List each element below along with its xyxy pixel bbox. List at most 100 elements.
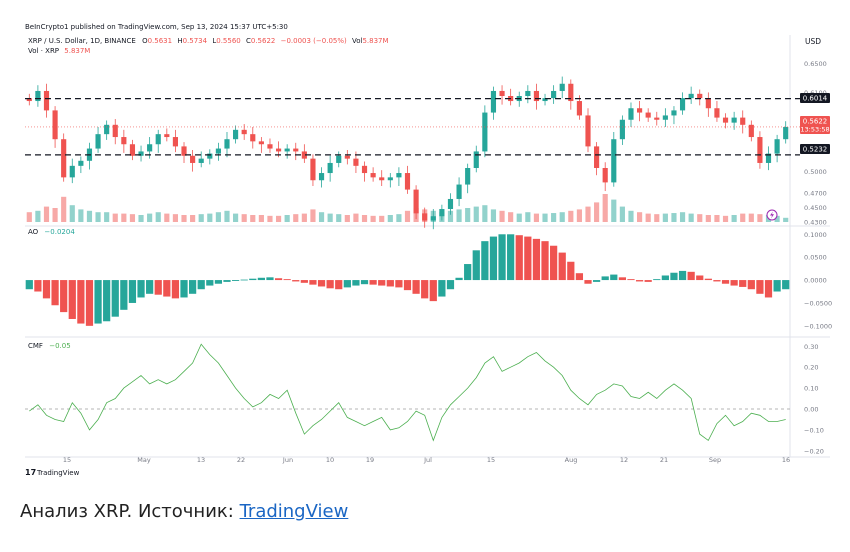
volume-bar [361,215,368,222]
candle-body [198,158,204,163]
time-axis: 15 May 13 22 Jun 10 19 Jul 15 Aug 12 21 Sep 16 [63,456,790,464]
candle-body [327,162,333,174]
ao-bar [446,280,455,290]
cmf-tick-label: 0.30 [804,343,818,351]
ao-bar [274,278,283,281]
candle-body [628,108,634,120]
time-tick-label: 10 [326,456,334,464]
candle-body [233,129,239,140]
volume-bar [619,206,625,222]
volume-bar [35,210,41,222]
volume-bar [473,206,479,222]
candle-body [602,168,608,183]
ao-bar [515,235,523,281]
ao-bar [524,236,532,281]
cmf-legend: CMF −0.05 [28,342,71,350]
legend-vol-inline-label: Vol [352,37,363,45]
volume-bar [172,214,178,222]
currency-label: USD [805,37,821,46]
legend-high-label: H [177,37,182,45]
legend-symbol: XRP / U.S. Dollar, 1D, BINANCE [28,37,136,45]
price-tick-label: 0.4500 [804,204,827,212]
ao-bar [558,252,566,281]
tradingview-logo: 17 TradingView [25,468,80,477]
volume-bar [224,210,230,222]
ao-bar [223,280,231,282]
candle-body [551,90,557,99]
ao-bar [653,279,661,281]
ao-bar [730,280,738,286]
ao-bar [189,280,197,294]
legend-close-label: C [246,37,251,45]
volume-bar [585,206,591,222]
ao-bar [429,280,437,302]
candle-body [258,141,264,145]
candle-body [473,151,479,168]
volume-bar [250,215,256,222]
candle-body [637,108,643,113]
volume-bar [611,199,617,222]
ao-bar [661,275,669,281]
ao-bar [206,280,214,286]
legend-vol-line: Vol · XRP 5.837M [28,47,90,55]
volume-bar [748,213,754,222]
candle-body [490,90,497,113]
volume-bar [456,209,462,222]
ao-bar [421,280,429,299]
tradingview-chart[interactable]: BeInCrypto1 published on TradingView.com… [0,0,850,485]
candle-body [112,124,118,138]
horizontal-levels [25,97,800,156]
volume-bar [705,215,711,222]
candle-body [69,165,75,178]
ao-bar [747,280,755,290]
candle-body [344,155,350,159]
candle-body [430,216,436,221]
time-tick-label: 13 [197,456,205,464]
volume-bar [722,215,729,222]
volume-bar [688,213,694,222]
candle-body [379,177,385,181]
ao-bar [343,280,351,288]
volume-bar [78,209,84,222]
ao-bar [309,280,317,285]
ao-bar [764,280,773,298]
candle-body [645,112,651,118]
volume-bar [344,215,350,222]
volume-bar [568,210,574,222]
time-tick-label: May [137,456,151,464]
candle-body [611,139,617,183]
candle-body [155,134,161,145]
lightning-icon[interactable] [766,209,778,221]
ao-bar [128,280,137,303]
resistance-badge: 0.6014 [800,93,830,103]
volume-bar [164,213,170,222]
candle-body [147,144,153,152]
volume-bar [447,210,454,222]
ao-bar [180,280,188,298]
volume-bar [525,212,531,222]
price-tick-label: 0.5000 [804,168,827,176]
ao-tick-label: 0.0000 [804,277,827,285]
countdown-text: 13:53:58 [800,126,829,134]
candle-body [439,209,445,217]
ao-bar [386,280,394,287]
volume-bar [86,210,93,222]
candle-body [275,148,282,152]
cmf-series-line [29,343,786,442]
volume-bar [104,212,110,222]
cmf-tick-label: −0.20 [804,447,824,455]
candle-body [43,90,50,111]
volume-bar [542,213,548,222]
time-tick-label: Jul [423,456,432,464]
volume-bar [637,212,643,222]
candle-body [190,155,196,163]
candle-body [697,93,703,99]
ao-tick-label: −0.1000 [804,322,832,330]
caption-link[interactable]: TradingView [239,501,349,522]
candle-body [679,98,686,111]
volume-bar [121,213,127,222]
candle-body [447,198,454,210]
volume-bar [559,212,565,222]
ao-bar [369,280,377,285]
time-tick-label: 19 [366,456,374,464]
